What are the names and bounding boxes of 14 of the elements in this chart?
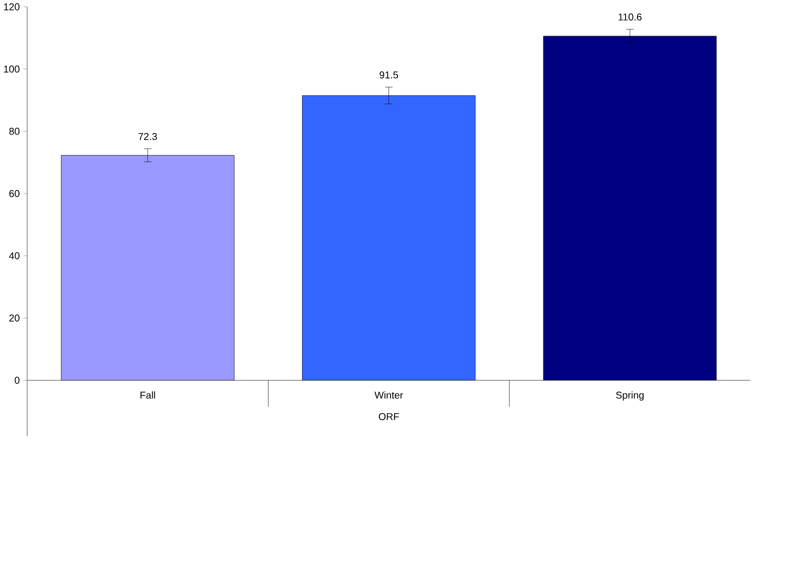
x-axis-title: ORF	[378, 413, 399, 420]
x-tick-label: Spring	[616, 391, 644, 401]
x-tick-label: Winter	[374, 391, 403, 399]
y-tick-label: 100	[4, 66, 20, 73]
y-tick-label: 0	[14, 376, 20, 384]
data-label: 110.6	[618, 14, 642, 21]
y-tick-label: 120	[4, 3, 20, 10]
data-label: 91.5	[380, 71, 398, 78]
y-tick-label: 60	[9, 190, 20, 198]
y-tick-label: 40	[9, 252, 20, 260]
y-tick-label: 20	[9, 314, 20, 322]
x-tick-label: Fall	[140, 391, 156, 399]
y-tick-label: 80	[9, 128, 20, 135]
data-label: 72.3	[138, 133, 157, 140]
